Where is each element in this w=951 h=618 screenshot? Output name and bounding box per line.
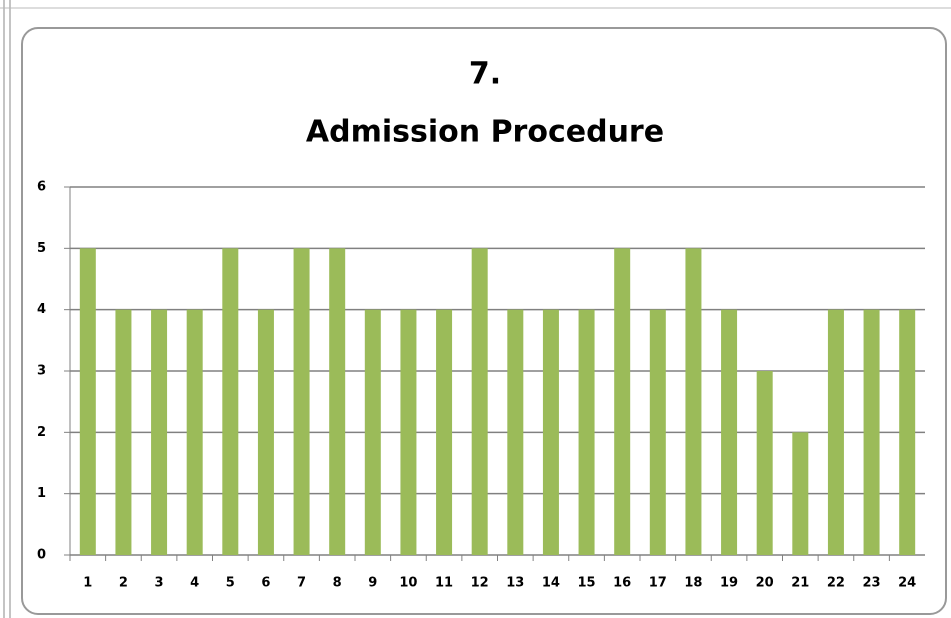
x-tick-label: 15 — [578, 576, 596, 591]
bar — [756, 371, 773, 555]
x-tick-label: 12 — [471, 576, 489, 591]
x-tick-label: 3 — [155, 576, 164, 591]
bar — [79, 248, 96, 556]
x-tick-label: 8 — [333, 576, 342, 591]
bar — [293, 248, 310, 556]
bar — [792, 432, 809, 555]
bar — [649, 309, 666, 555]
x-tick-label: 1 — [83, 576, 92, 591]
x-tick-label: 5 — [226, 576, 235, 591]
x-tick-label: 7 — [297, 576, 306, 591]
bar — [471, 248, 488, 556]
bar — [827, 309, 844, 555]
x-tick-label: 13 — [506, 576, 524, 591]
x-tick-label: 16 — [613, 576, 631, 591]
y-tick-label: 3 — [37, 364, 46, 379]
x-tick-label: 17 — [649, 576, 667, 591]
bar — [436, 309, 453, 555]
bar — [222, 248, 239, 556]
bar — [863, 309, 880, 555]
x-tick-label: 14 — [542, 576, 560, 591]
y-tick-label: 2 — [37, 425, 46, 440]
bar — [899, 309, 916, 555]
bar — [400, 309, 417, 555]
x-tick-label: 2 — [119, 576, 128, 591]
bar — [364, 309, 381, 555]
x-tick-label: 18 — [684, 576, 702, 591]
y-tick-label: 5 — [37, 241, 46, 256]
bar — [614, 248, 631, 556]
bar — [685, 248, 702, 556]
x-tick-label: 22 — [827, 576, 845, 591]
bar — [507, 309, 524, 555]
x-tick-label: 4 — [190, 576, 199, 591]
y-tick-label: 0 — [37, 548, 46, 563]
bar — [578, 309, 595, 555]
bar — [186, 309, 203, 555]
chart-subtitle: Admission Procedure — [306, 115, 664, 150]
x-tick-label: 24 — [898, 576, 916, 591]
y-tick-label: 1 — [37, 486, 46, 501]
y-tick-label: 6 — [37, 180, 46, 195]
bar — [257, 309, 274, 555]
bar — [721, 309, 738, 555]
bar — [151, 309, 168, 555]
x-tick-label: 10 — [399, 576, 417, 591]
bar — [329, 248, 346, 556]
y-tick-label: 4 — [37, 302, 46, 317]
x-tick-label: 21 — [791, 576, 809, 591]
x-tick-label: 9 — [368, 576, 377, 591]
bar — [115, 309, 132, 555]
x-tick-label: 11 — [435, 576, 453, 591]
bar — [542, 309, 559, 555]
x-tick-label: 20 — [756, 576, 774, 591]
x-tick-label: 6 — [261, 576, 270, 591]
chart-title: 7. — [469, 57, 501, 92]
x-tick-label: 19 — [720, 576, 738, 591]
x-tick-label: 23 — [863, 576, 881, 591]
